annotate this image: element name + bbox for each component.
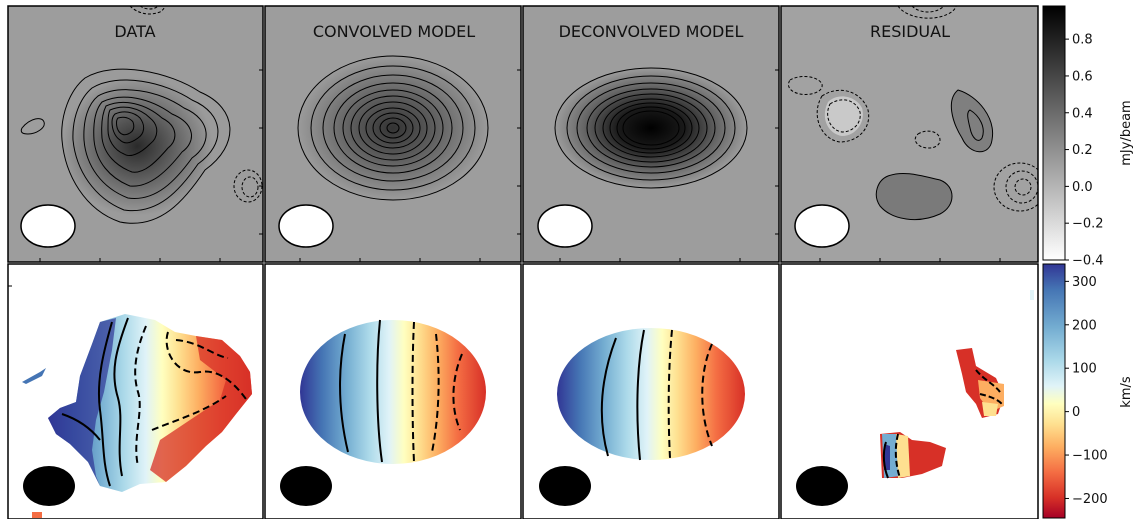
- velocity-contours-dashed: [134, 325, 249, 467]
- colorbar-tick-label: 0.2: [1072, 143, 1093, 158]
- emission-blob: [61, 69, 230, 224]
- colorbar-tick-label: 300: [1072, 275, 1097, 290]
- panel-residual: RESIDUAL: [780, 5, 1039, 263]
- panel-convolved-model: CONVOLVED MODEL: [264, 5, 522, 263]
- colorbar-tick-label: 0.0: [1072, 180, 1093, 195]
- beam-ellipse: [23, 466, 75, 506]
- panel-title-convolved: CONVOLVED MODEL: [313, 22, 475, 41]
- colorbar-tick-label: 200: [1072, 318, 1097, 333]
- panel-data: DATA: [7, 5, 264, 263]
- residual-contours: [875, 89, 994, 220]
- velocity-contours-dashed: [411, 321, 463, 463]
- colorbar-label-velocity: km/s: [1119, 376, 1134, 408]
- model-contours: [554, 67, 748, 189]
- panel-deconvolved-model: DECONVOLVED MODEL: [522, 5, 780, 263]
- velocity-field: [300, 320, 486, 464]
- beam-ellipse: [796, 466, 848, 506]
- velocity-contours: [882, 441, 889, 479]
- panel-title-data: DATA: [114, 22, 155, 41]
- colorbar-gradient: [1042, 263, 1066, 519]
- colorbar-tick-label: −200: [1072, 492, 1108, 507]
- colorbar-tick-label: 100: [1072, 362, 1097, 377]
- colorbar-flux: 0.8 0.6 0.4 0.2 0.0 −0.2 −0.4 mJy/beam: [1042, 5, 1134, 269]
- beam-ellipse: [278, 204, 334, 248]
- residual-negative-contours: [787, 6, 1038, 212]
- velocity-contours: [339, 319, 383, 463]
- colorbar-gradient: [1042, 5, 1066, 261]
- model-emission: [298, 56, 488, 200]
- velocity-contours: [600, 329, 645, 461]
- colorbar-tick-label: −0.2: [1072, 217, 1104, 232]
- beam-ellipse: [280, 466, 332, 506]
- colorbar-ticks: 300 200 100 0 −100 −200: [1065, 275, 1108, 507]
- colorbar-tick-label: 0: [1072, 405, 1080, 420]
- colorbar-ticks: 0.8 0.6 0.4 0.2 0.0 −0.2 −0.4: [1065, 33, 1104, 269]
- beam-ellipse: [539, 466, 591, 506]
- colorbar-label-flux: mJy/beam: [1119, 100, 1134, 165]
- beam-ellipse: [537, 204, 593, 248]
- velocity-contours-dashed: [667, 329, 713, 459]
- beam-ellipse: [794, 204, 850, 248]
- colorbar-velocity: 300 200 100 0 −100 −200 km/s: [1042, 263, 1134, 519]
- velocity-field: [557, 328, 745, 460]
- model-emission: [555, 68, 747, 188]
- velocity-contours-dashed: [894, 369, 1003, 479]
- panel-title-deconvolved: DECONVOLVED MODEL: [559, 22, 744, 41]
- panel-title-residual: RESIDUAL: [870, 22, 950, 41]
- colorbar-tick-label: −0.4: [1072, 254, 1104, 269]
- beam-ellipse: [20, 204, 76, 248]
- panel-velocity-residual: [780, 263, 1039, 519]
- model-contours: [297, 55, 489, 201]
- velocity-contours: [61, 317, 129, 487]
- data-contours: [20, 68, 231, 224]
- panel-axis-ticks: [8, 69, 1001, 287]
- colorbar-tick-label: 0.4: [1072, 106, 1093, 121]
- panel-velocity-deconvolved: [522, 263, 780, 519]
- panel-velocity-convolved: [264, 263, 522, 519]
- panel-velocity-data: [7, 263, 264, 519]
- colorbar-tick-label: 0.6: [1072, 69, 1093, 84]
- colorbar-tick-label: −100: [1072, 449, 1108, 464]
- colorbar-tick-label: 0.8: [1072, 33, 1093, 48]
